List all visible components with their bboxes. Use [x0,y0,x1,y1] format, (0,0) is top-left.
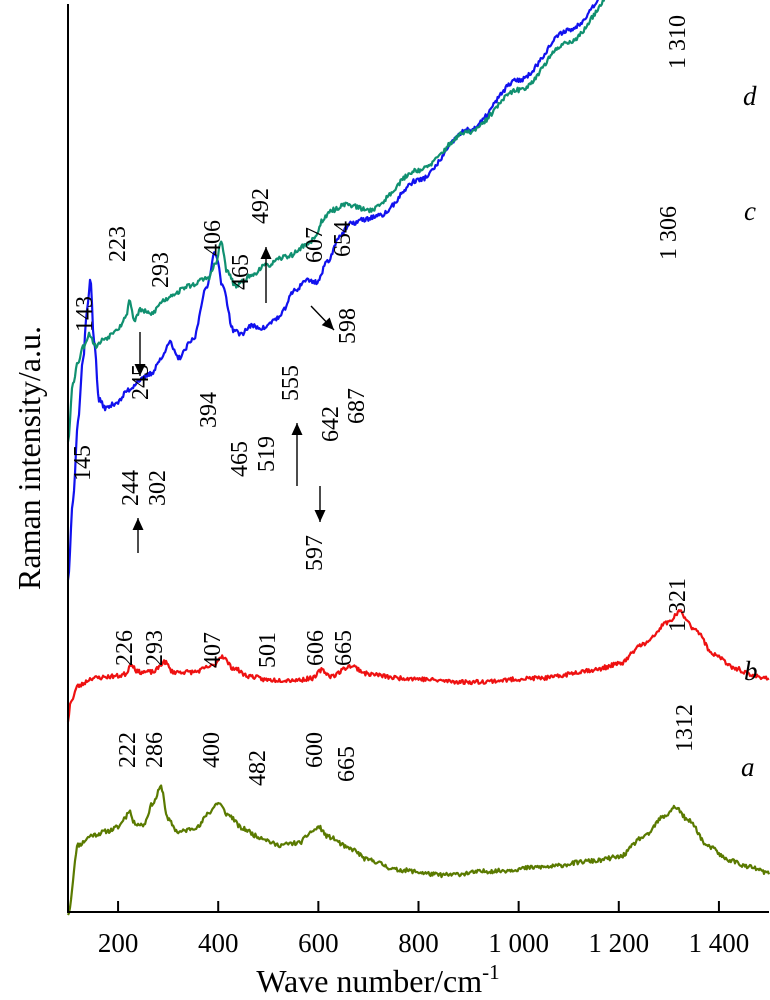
peak-arrowhead-c [291,423,303,435]
peak-label-c: 555 [278,365,304,401]
x-tick-label: 600 [298,928,339,958]
x-tick-label: 800 [398,928,439,958]
peak-label-b: 1 321 [665,578,691,632]
peak-label-d: 406 [200,220,226,256]
peak-label-d: 607 [302,227,328,263]
peak-label-c: 465 [227,441,253,477]
series-line-d [66,0,606,443]
series-tag-c: c [744,196,756,226]
peak-label-c: 642 [318,406,344,442]
series-tag-b: b [744,656,758,686]
series-tag-d: d [743,81,757,111]
x-axis-title: Wave number/cm-1 [256,960,499,999]
x-tick-layer: 200 400 600 800 1 000 1 200 1 400 [98,901,749,958]
peak-label-a: 600 [302,732,328,768]
peak-arrowhead-c [314,510,326,522]
arrow-layer [132,247,335,553]
peak-label-a: 665 [334,746,360,782]
peak-arrowhead-d [321,317,334,330]
peak-arrowhead-c [132,518,144,530]
peak-label-c: 519 [254,436,280,472]
peak-label-d: 1 310 [665,15,691,69]
peak-label-c: 244 [118,470,144,506]
peak-label-c: 597 [302,535,328,571]
peak-label-a: 222 [115,732,141,768]
peak-label-d: 465 [228,254,254,290]
peak-label-d: 654 [330,221,356,257]
peak-label-c: 1 306 [656,206,682,260]
peak-label-a: 1312 [672,704,698,752]
series-layer [66,0,770,916]
peak-label-d: 492 [248,188,274,224]
x-axis-title-main: Wave number/cm [256,963,482,999]
peak-label-c: 302 [145,470,171,506]
peak-label-b: 606 [303,630,329,666]
x-tick-label: 400 [198,928,239,958]
peak-label-b: 407 [200,632,226,668]
x-tick-label: 200 [98,928,139,958]
peak-label-b: 293 [142,630,168,666]
peak-label-a: 286 [142,732,168,768]
series-tag-a: a [741,752,755,782]
peak-label-d: 143 [72,296,98,332]
peak-label-a: 400 [199,732,225,768]
series-line-c [66,0,599,581]
peak-label-b: 501 [255,632,281,668]
peak-label-d: 245 [128,364,154,400]
x-tick-label: 1 000 [488,928,549,958]
series-line-a [67,784,770,916]
x-axis-title-superscript: -1 [482,960,500,984]
peak-label-b: 226 [112,630,138,666]
peak-arrowhead-d [134,364,146,376]
peak-label-c: 145 [70,445,96,481]
peak-label-c: 687 [344,388,370,424]
peak-label-b: 665 [331,630,357,666]
series-line-b [66,608,770,723]
peak-label-d: 293 [148,252,174,288]
y-axis-title: Raman intensity/a.u. [11,326,47,590]
x-tick-label: 1 200 [588,928,649,958]
peak-arrowhead-d [260,247,272,259]
peak-label-d: 598 [335,308,361,344]
peak-label-d: 223 [105,226,131,262]
peak-label-c: 394 [196,392,222,428]
x-tick-label: 1 400 [689,928,750,958]
peak-label-a: 482 [245,750,271,786]
